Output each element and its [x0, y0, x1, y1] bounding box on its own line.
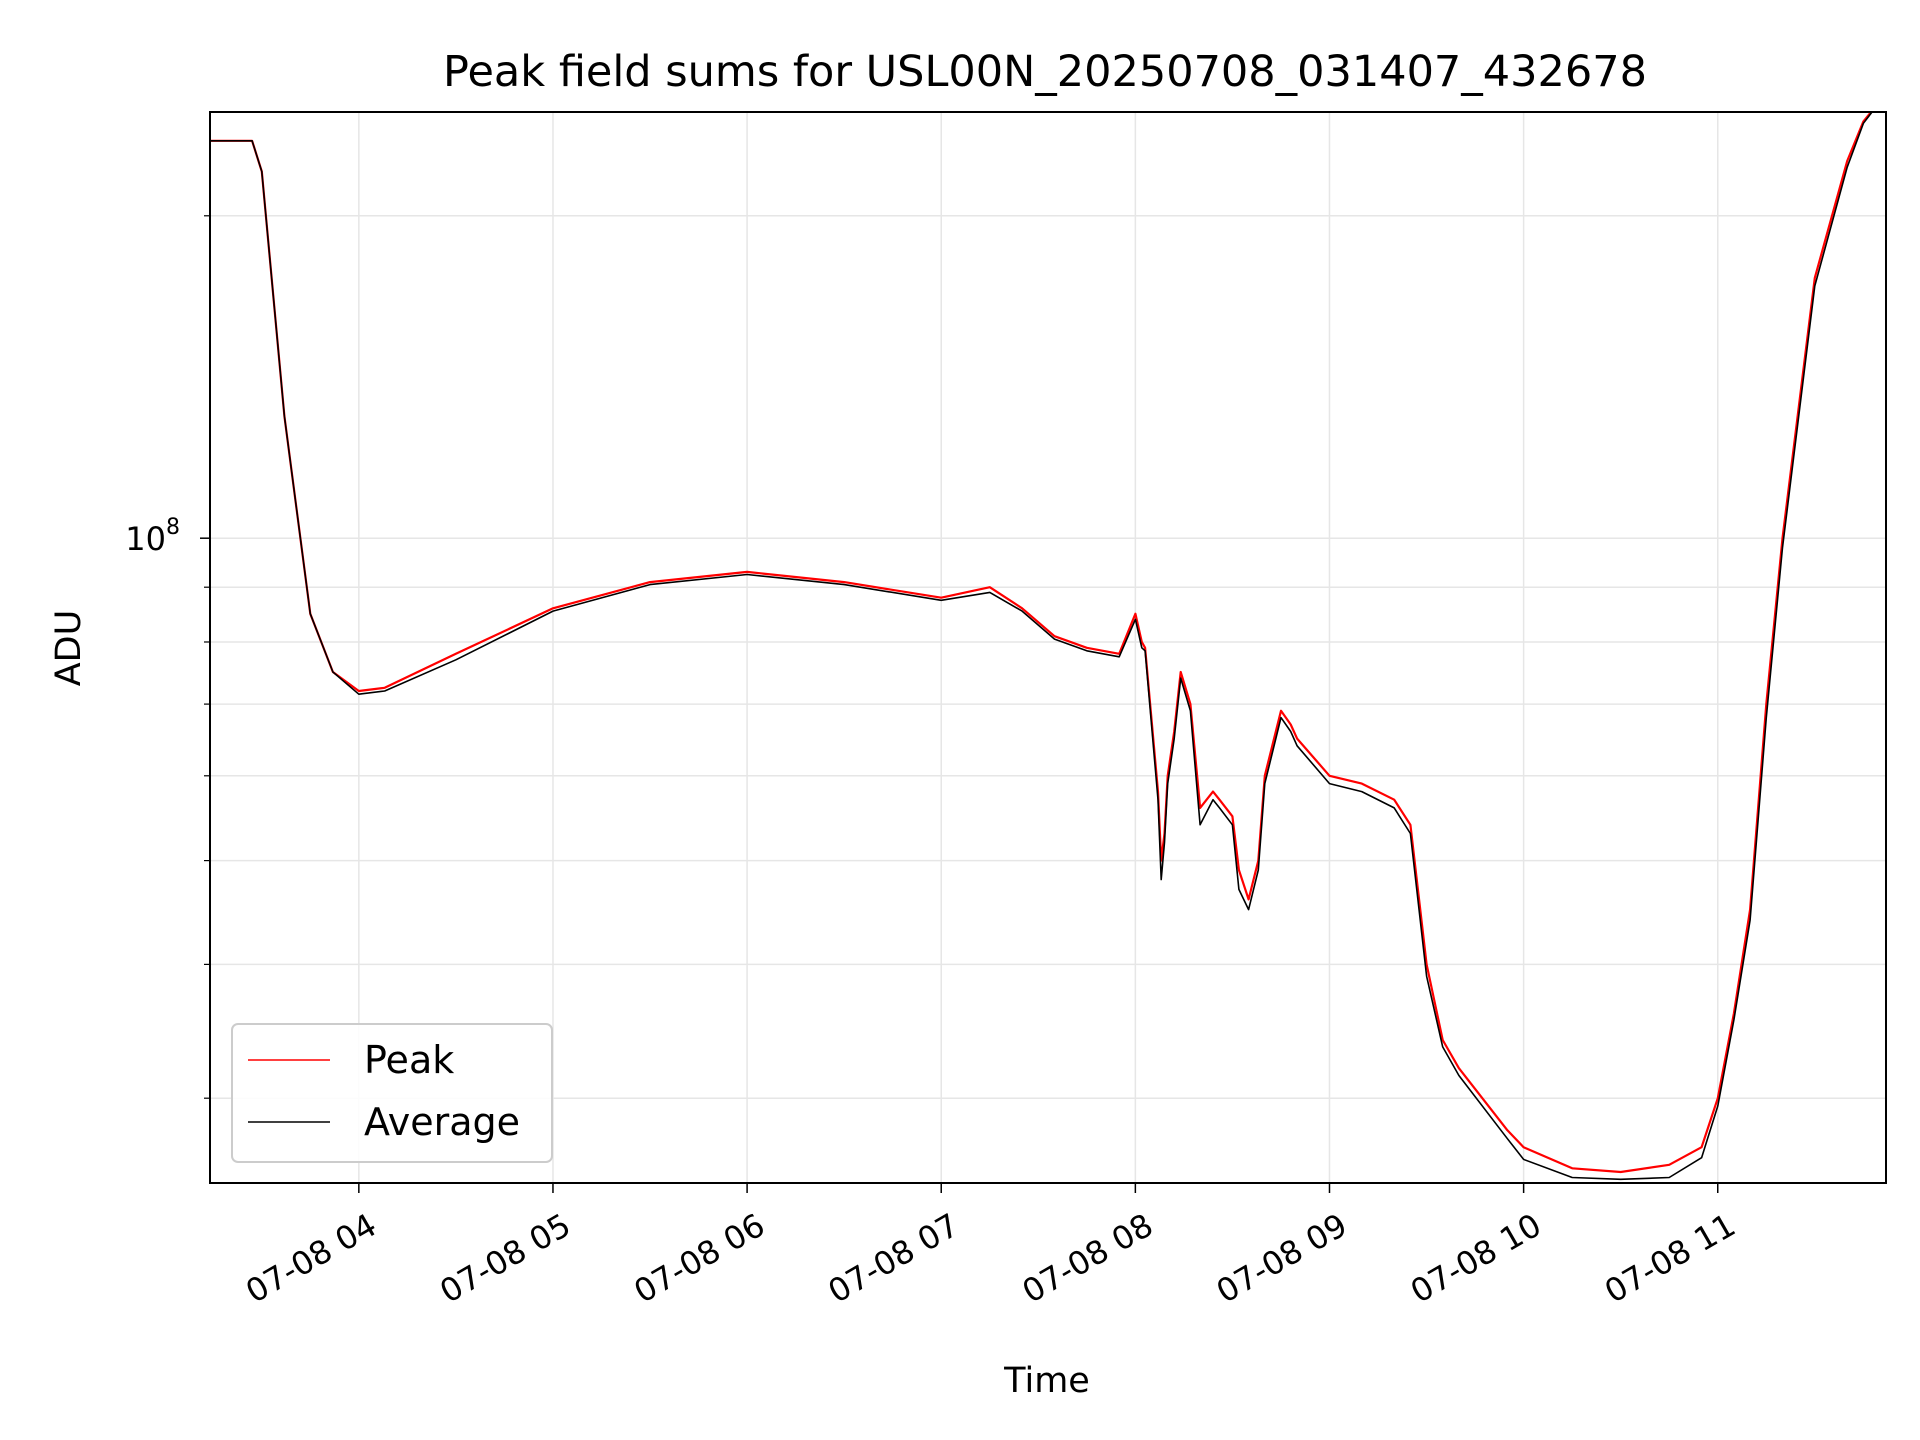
chart-title: Peak field sums for USL00N_20250708_0314…: [443, 47, 1647, 97]
x-axis-label: Time: [1003, 1361, 1090, 1401]
legend-label-average: Average: [364, 1100, 520, 1144]
legend-label-peak: Peak: [364, 1038, 454, 1082]
series-line-peak: [210, 112, 1873, 1174]
y-axis-label: ADU: [49, 610, 89, 687]
legend: Peak Average: [231, 1023, 553, 1163]
series-layer: [210, 112, 1874, 1181]
legend-frame: [231, 1023, 553, 1163]
y-tick-label: 108: [125, 515, 180, 558]
series-line-average: [210, 112, 1874, 1181]
y-axis: 108: [125, 215, 210, 1099]
plot-frame: [209, 111, 1887, 1184]
